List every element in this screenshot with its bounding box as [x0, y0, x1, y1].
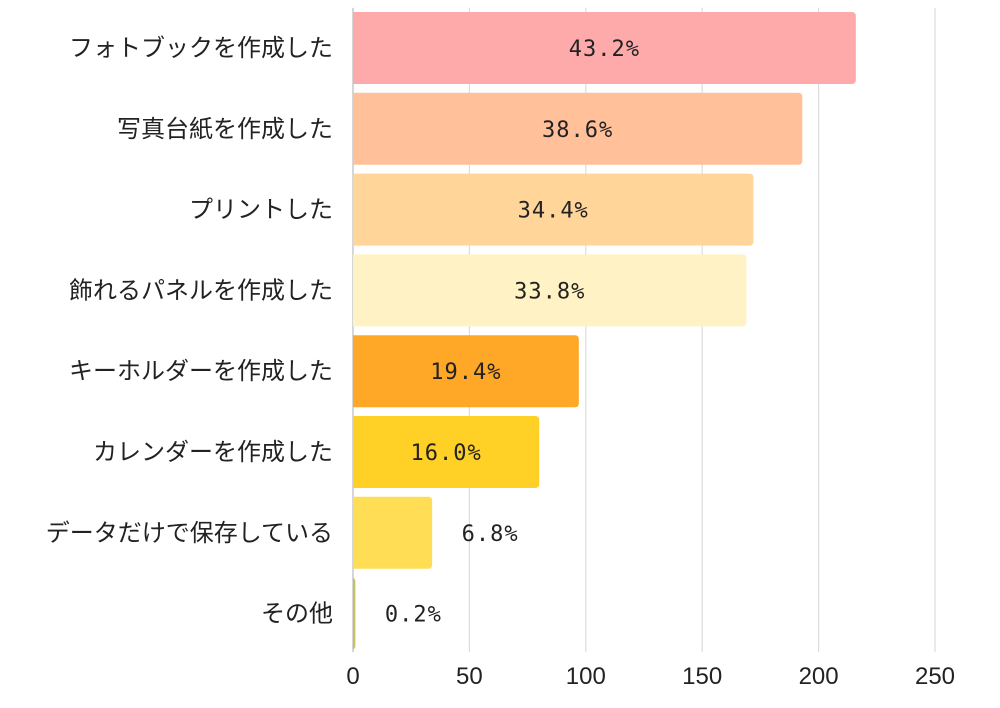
x-tick-label: 200	[799, 663, 839, 690]
category-label: データだけで保存している	[46, 520, 333, 547]
x-tick-label: 0	[346, 663, 359, 690]
category-label: カレンダーを作成した	[93, 439, 333, 466]
category-label: プリントした	[189, 197, 333, 224]
bar	[353, 254, 747, 327]
bar	[353, 173, 754, 246]
category-label: フォトブックを作成した	[69, 35, 333, 62]
category-label: 写真台紙を作成した	[117, 116, 333, 143]
data-label: 19.4%	[430, 360, 501, 385]
data-label: 34.4%	[518, 199, 589, 224]
data-label: 6.8%	[462, 522, 519, 547]
bar	[353, 92, 803, 165]
data-label: 38.6%	[542, 118, 613, 143]
x-tick-label: 50	[456, 663, 483, 690]
data-label: 33.8%	[514, 279, 585, 304]
x-tick-label: 100	[566, 663, 606, 690]
category-label: キーホルダーを作成した	[69, 358, 333, 385]
bar	[353, 335, 579, 408]
bar	[353, 12, 856, 84]
x-tick-label: 250	[915, 663, 955, 690]
data-label: 16.0%	[411, 441, 482, 466]
data-label: 43.2%	[569, 37, 640, 62]
data-label: 0.2%	[385, 603, 442, 628]
bar	[353, 416, 540, 488]
x-tick-label: 150	[682, 663, 722, 690]
bar	[351, 577, 356, 650]
category-label: 飾れるパネルを作成した	[69, 277, 333, 304]
category-label: その他	[261, 601, 333, 628]
bar	[353, 496, 433, 569]
